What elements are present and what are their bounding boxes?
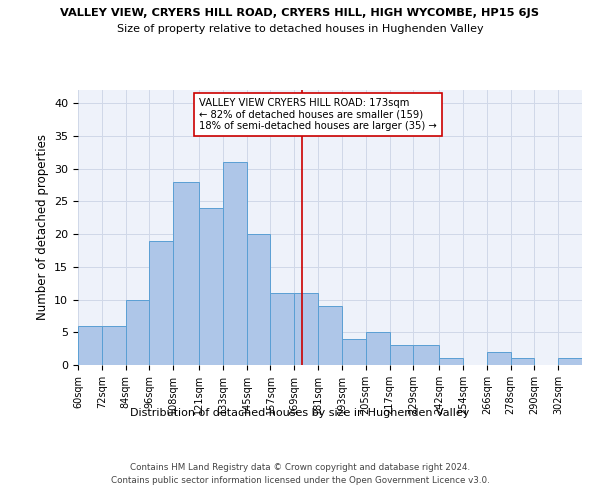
- Bar: [199, 208, 223, 365]
- Bar: [149, 240, 173, 365]
- Text: Contains HM Land Registry data © Crown copyright and database right 2024.: Contains HM Land Registry data © Crown c…: [130, 462, 470, 471]
- Bar: [223, 162, 247, 365]
- Bar: [439, 358, 463, 365]
- Text: Contains public sector information licensed under the Open Government Licence v3: Contains public sector information licen…: [110, 476, 490, 485]
- Bar: [413, 346, 439, 365]
- Text: Size of property relative to detached houses in Hughenden Valley: Size of property relative to detached ho…: [116, 24, 484, 34]
- Bar: [271, 293, 294, 365]
- Text: Distribution of detached houses by size in Hughenden Valley: Distribution of detached houses by size …: [130, 408, 470, 418]
- Bar: [78, 326, 102, 365]
- Bar: [558, 358, 582, 365]
- Bar: [389, 346, 413, 365]
- Bar: [173, 182, 199, 365]
- Bar: [125, 300, 149, 365]
- Bar: [294, 293, 318, 365]
- Bar: [487, 352, 511, 365]
- Bar: [511, 358, 535, 365]
- Y-axis label: Number of detached properties: Number of detached properties: [35, 134, 49, 320]
- Text: VALLEY VIEW, CRYERS HILL ROAD, CRYERS HILL, HIGH WYCOMBE, HP15 6JS: VALLEY VIEW, CRYERS HILL ROAD, CRYERS HI…: [61, 8, 539, 18]
- Bar: [342, 339, 366, 365]
- Bar: [102, 326, 125, 365]
- Bar: [366, 332, 389, 365]
- Bar: [318, 306, 342, 365]
- Text: VALLEY VIEW CRYERS HILL ROAD: 173sqm
← 82% of detached houses are smaller (159)
: VALLEY VIEW CRYERS HILL ROAD: 173sqm ← 8…: [199, 98, 437, 131]
- Bar: [247, 234, 271, 365]
